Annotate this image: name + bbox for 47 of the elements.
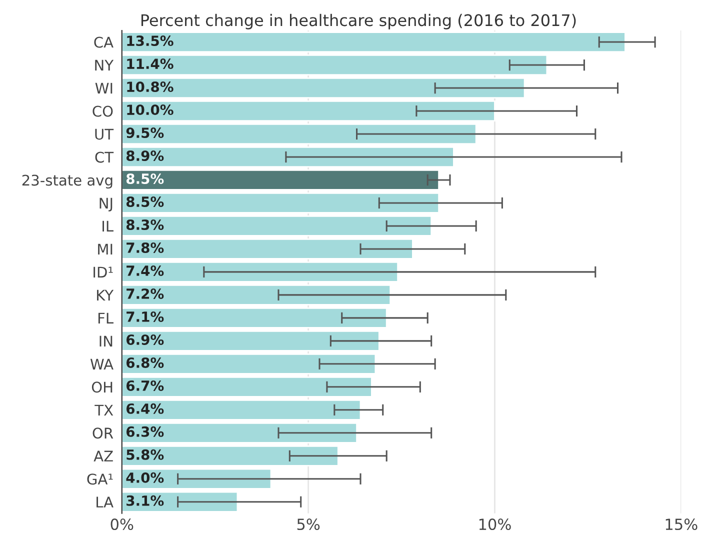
y-tick-label: TX: [94, 404, 114, 416]
data-label: 10.0%: [127, 104, 174, 116]
data-label: 6.9%: [126, 334, 164, 345]
y-tick-label: ID¹: [94, 266, 113, 278]
chart-title: Percent change in healthcare spending (2016 to 2017): [141, 14, 576, 30]
data-label: 11.4%: [127, 58, 174, 70]
data-label: 8.3%: [126, 219, 164, 230]
y-tick-label: AZ: [94, 450, 113, 462]
y-tick-label: UT: [95, 128, 114, 140]
y-tick-label: CA: [94, 36, 114, 48]
y-tick-label: CO: [92, 106, 113, 117]
data-label: 6.7%: [126, 380, 164, 391]
y-tick-label: NJ: [100, 198, 112, 212]
data-label: 8.5%: [126, 174, 164, 184]
data-label: 7.1%: [126, 311, 164, 322]
y-tick-label: WA: [90, 358, 114, 370]
y-tick-label: WI: [95, 82, 112, 94]
y-tick-label: LA: [96, 496, 114, 508]
y-tick-label: GA¹: [87, 474, 113, 485]
data-label: 7.8%: [126, 242, 164, 253]
data-label: 9.5%: [126, 128, 164, 138]
x-tick-label: 5%: [297, 518, 320, 530]
x-tick-label: 0%: [110, 518, 134, 530]
x-tick-label: 10%: [479, 518, 511, 530]
data-label: 6.3%: [126, 426, 164, 437]
data-label: 3.1%: [126, 495, 164, 506]
data-label: 4.0%: [126, 472, 164, 483]
y-tick-label: CT: [95, 152, 114, 163]
data-label: 7.2%: [126, 288, 164, 299]
data-label: 6.8%: [126, 357, 164, 368]
y-tick-label: OR: [92, 428, 114, 439]
y-tick-label: IL: [102, 220, 114, 232]
y-tick-label: IN: [100, 336, 112, 346]
y-tick-label: 23-state avg: [22, 174, 112, 189]
data-label: 6.4%: [126, 403, 164, 414]
data-label: 13.5%: [127, 36, 174, 46]
data-label: 7.4%: [126, 265, 164, 276]
y-tick-label: KY: [97, 290, 114, 300]
y-tick-label: MI: [98, 244, 112, 254]
y-tick-label: FL: [98, 312, 114, 324]
data-label: 8.5%: [126, 196, 164, 207]
x-tick-label: 15%: [666, 518, 698, 530]
data-label: 10.8%: [127, 82, 174, 92]
y-tick-label: OH: [92, 382, 112, 393]
data-label: 5.8%: [126, 449, 164, 460]
data-label: 8.9%: [126, 150, 164, 162]
y-tick-label: NY: [95, 60, 114, 71]
